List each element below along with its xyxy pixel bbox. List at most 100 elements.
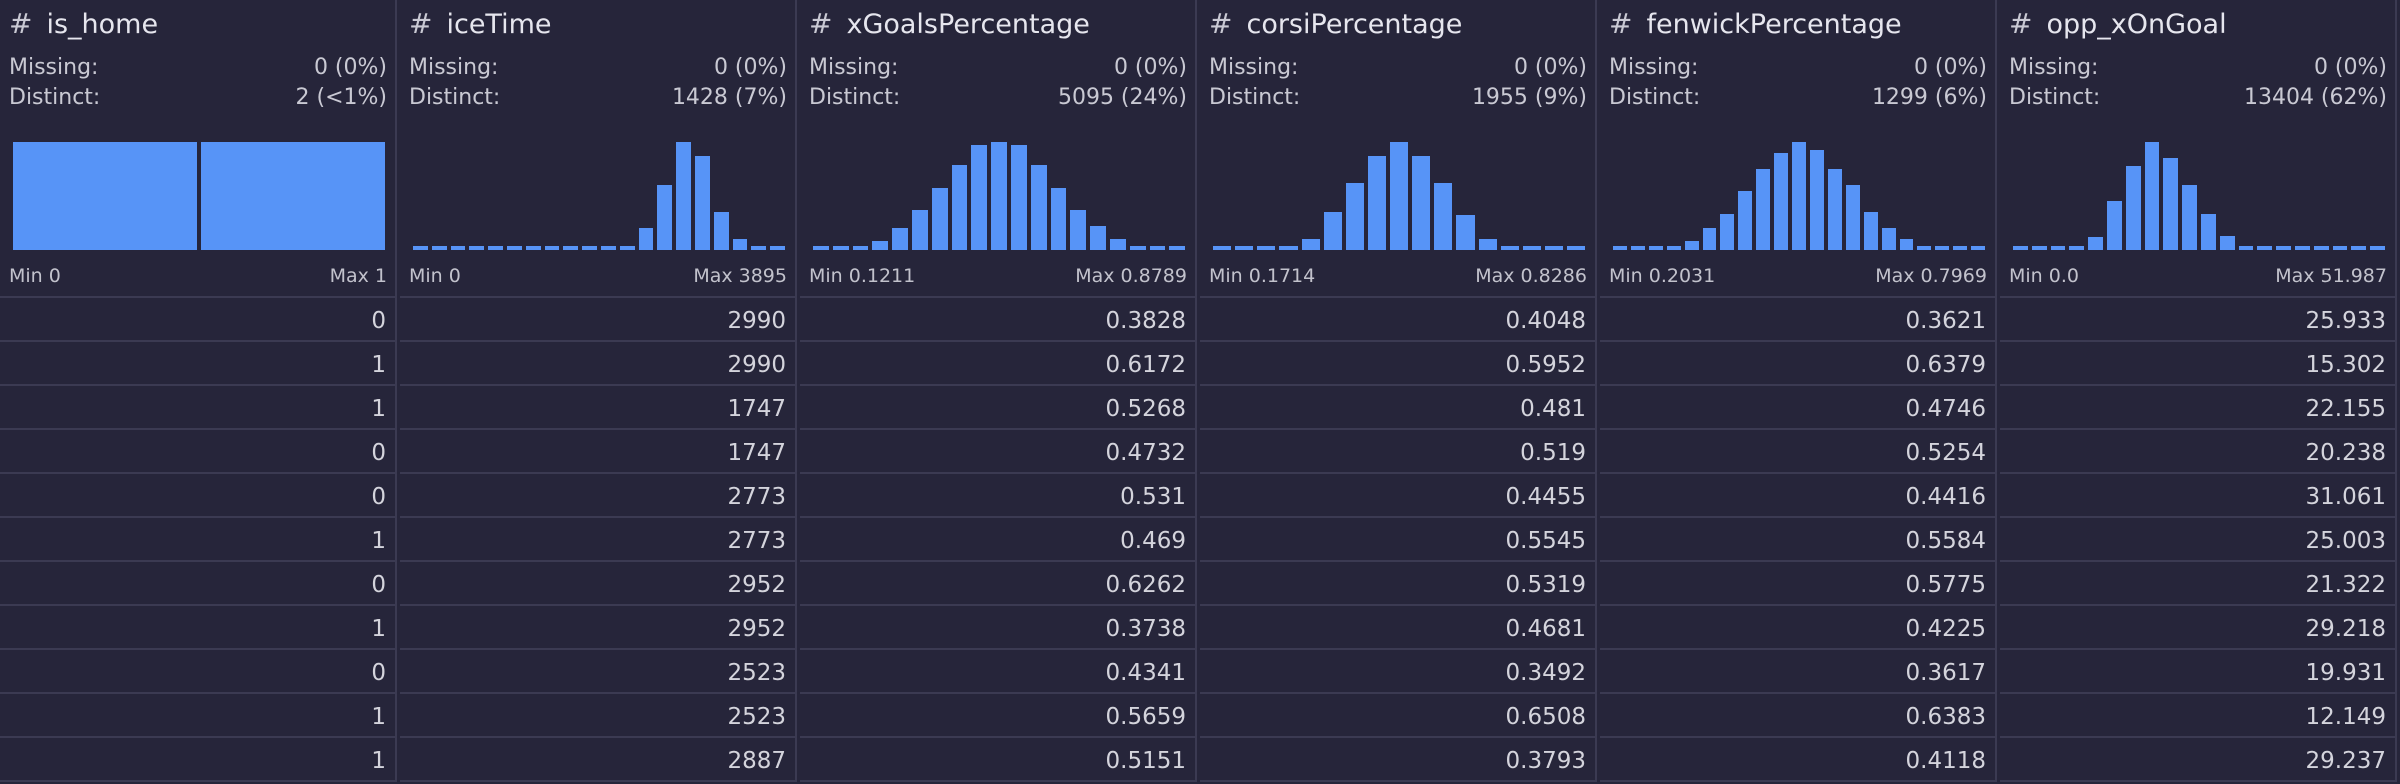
table-cell[interactable]: 0 [0, 650, 395, 694]
missing-label: Missing: [2009, 55, 2099, 80]
table-cell[interactable]: 0.5775 [1600, 562, 1995, 606]
table-cell[interactable]: 0 [0, 430, 395, 474]
table-cell[interactable]: 1 [0, 386, 395, 430]
histogram-bar [832, 246, 849, 250]
table-cell[interactable]: 0.3828 [800, 298, 1195, 342]
table-cell[interactable]: 0.6172 [800, 342, 1195, 386]
table-cell[interactable]: 2990 [400, 342, 795, 386]
column-header[interactable]: # opp_xOnGoal Missing: 0 (0%) Distinct: 134… [2000, 0, 2395, 298]
table-cell[interactable]: 0.4118 [1600, 738, 1995, 782]
table-cell[interactable]: 2523 [400, 650, 795, 694]
histogram-bar [1630, 246, 1645, 250]
table-cell[interactable]: 2773 [400, 474, 795, 518]
table-cell[interactable]: 0.4746 [1600, 386, 1995, 430]
column-title[interactable]: # fenwickPercentage [1609, 4, 1902, 44]
table-cell[interactable]: 0.5319 [1200, 562, 1595, 606]
table-cell[interactable]: 12.149 [2000, 694, 2395, 738]
column-title[interactable]: # corsiPercentage [1209, 4, 1462, 44]
column-header[interactable]: # iceTime Missing: 0 (0%) Distinct: 1428 (7… [400, 0, 795, 298]
table-cell[interactable]: 25.003 [2000, 518, 2395, 562]
table-cell[interactable]: 0.5254 [1600, 430, 1995, 474]
histogram-bar [1367, 156, 1386, 250]
table-cell[interactable]: 31.061 [2000, 474, 2395, 518]
table-cell[interactable]: 0.3617 [1600, 650, 1995, 694]
table-cell[interactable]: 19.931 [2000, 650, 2395, 694]
column-header[interactable]: # fenwickPercentage Missing: 0 (0%) Distin… [1600, 0, 1995, 298]
table-cell[interactable]: 1 [0, 738, 395, 782]
min-value: Min 0.2031 [1609, 265, 1716, 287]
table-cell[interactable]: 29.218 [2000, 606, 2395, 650]
table-cell[interactable]: 0.5151 [800, 738, 1195, 782]
table-cell[interactable]: 0.4225 [1600, 606, 1995, 650]
table-cell[interactable]: 2952 [400, 562, 795, 606]
table-cell[interactable]: 0.6508 [1200, 694, 1595, 738]
table-cell[interactable]: 2887 [400, 738, 795, 782]
column-title[interactable]: # opp_xOnGoal [2009, 4, 2227, 44]
histogram-bar [1935, 246, 1950, 250]
table-cell[interactable]: 0.4048 [1200, 298, 1595, 342]
table-cell[interactable]: 0.3621 [1600, 298, 1995, 342]
histogram-bar [732, 239, 748, 250]
histogram-bar [13, 142, 197, 250]
histogram-bar [600, 246, 616, 250]
table-cell[interactable]: 29.237 [2000, 738, 2395, 782]
table-cell[interactable]: 0.531 [800, 474, 1195, 518]
table-cell[interactable]: 0.6262 [800, 562, 1195, 606]
missing-value: 0 (0%) [1113, 55, 1187, 80]
column-title[interactable]: # is_home [9, 4, 158, 44]
table-cell[interactable]: 0.3793 [1200, 738, 1595, 782]
max-value: Max 3895 [693, 265, 787, 287]
table-cell[interactable]: 0.6379 [1600, 342, 1995, 386]
table-cell[interactable]: 0.4416 [1600, 474, 1995, 518]
column-header[interactable]: # corsiPercentage Missing: 0 (0%) Distinct… [1200, 0, 1595, 298]
table-cell[interactable]: 0.4681 [1200, 606, 1595, 650]
table-cell[interactable]: 0.469 [800, 518, 1195, 562]
table-cell[interactable]: 1 [0, 518, 395, 562]
table-cell[interactable]: 0 [0, 474, 395, 518]
table-cell[interactable]: 0.3738 [800, 606, 1195, 650]
distinct-value: 1955 (9%) [1471, 85, 1587, 110]
table-cell[interactable]: 25.933 [2000, 298, 2395, 342]
table-cell[interactable]: 0.4732 [800, 430, 1195, 474]
table-cell[interactable]: 0.5545 [1200, 518, 1595, 562]
table-cell[interactable]: 0 [0, 562, 395, 606]
column-title[interactable]: # xGoalsPercentage [809, 4, 1090, 44]
histogram-bar [2370, 246, 2385, 250]
table-cell[interactable]: 2773 [400, 518, 795, 562]
missing-value: 0 (0%) [313, 55, 387, 80]
table-cell[interactable]: 2952 [400, 606, 795, 650]
table-cell[interactable]: 0.3492 [1200, 650, 1595, 694]
table-cell[interactable]: 0.519 [1200, 430, 1595, 474]
table-cell[interactable]: 0.5584 [1600, 518, 1995, 562]
table-cell[interactable]: 2990 [400, 298, 795, 342]
table-cell[interactable]: 1 [0, 342, 395, 386]
table-cell[interactable]: 0.481 [1200, 386, 1595, 430]
table-cell[interactable]: 1747 [400, 430, 795, 474]
histogram-bar [2332, 246, 2348, 250]
table-cell[interactable]: 1747 [400, 386, 795, 430]
column-opp-xongoal: # opp_xOnGoal Missing: 0 (0%) Distinct: 134… [2000, 0, 2397, 782]
histogram-bar [1567, 246, 1586, 250]
table-cell[interactable]: 2523 [400, 694, 795, 738]
column-title[interactable]: # iceTime [409, 4, 552, 44]
column-header[interactable]: # xGoalsPercentage Missing: 0 (0%) Distinc… [800, 0, 1195, 298]
table-cell[interactable]: 1 [0, 606, 395, 650]
table-cell[interactable]: 22.155 [2000, 386, 2395, 430]
table-cell[interactable]: 0.4341 [800, 650, 1195, 694]
table-cell[interactable]: 0.6383 [1600, 694, 1995, 738]
table-cell[interactable]: 21.322 [2000, 562, 2395, 606]
table-cell[interactable]: 15.302 [2000, 342, 2395, 386]
table-cell[interactable]: 1 [0, 694, 395, 738]
value-range: Min 0 Max 1 [9, 262, 387, 290]
histogram-bar [1070, 210, 1087, 250]
table-cell[interactable]: 0.4455 [1200, 474, 1595, 518]
table-cell[interactable]: 0.5659 [800, 694, 1195, 738]
table-cell[interactable]: 0.5952 [1200, 342, 1595, 386]
table-cell[interactable]: 0.5268 [800, 386, 1195, 430]
column-is-home: # is_home Missing: 0 (0%) Distinct: 2 (<1%)… [0, 0, 397, 782]
column-header[interactable]: # is_home Missing: 0 (0%) Distinct: 2 (<1%)… [0, 0, 395, 298]
numeric-type-icon: # [409, 7, 433, 40]
table-cell[interactable]: 20.238 [2000, 430, 2395, 474]
missing-value: 0 (0%) [2313, 55, 2387, 80]
table-cell[interactable]: 0 [0, 298, 395, 342]
